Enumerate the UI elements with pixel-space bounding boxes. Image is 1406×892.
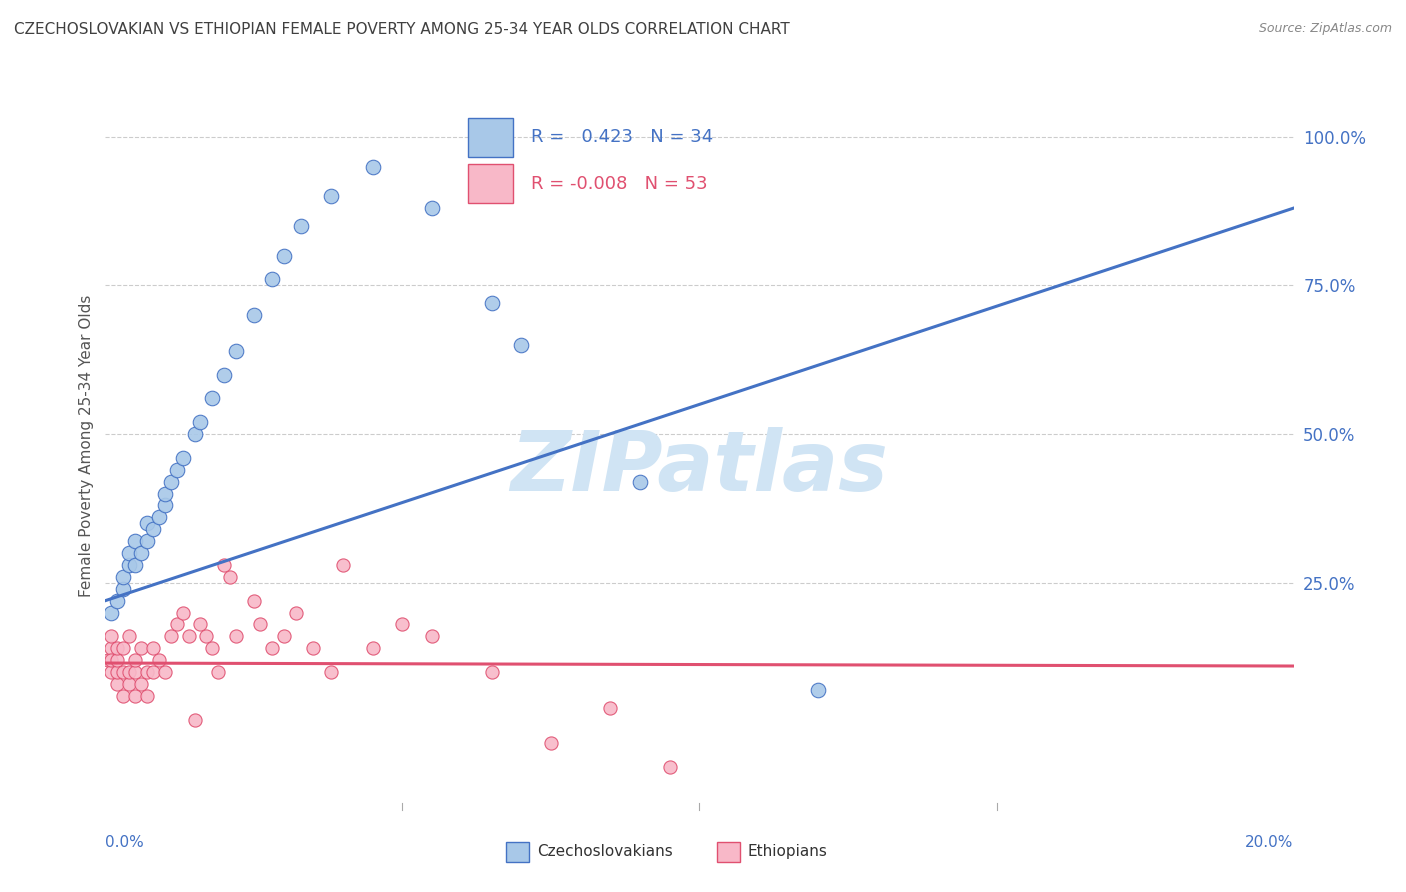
Point	[124, 558, 146, 572]
Point	[243, 308, 266, 322]
Point	[361, 641, 384, 656]
Point	[112, 665, 135, 679]
Point	[177, 629, 200, 643]
Point	[112, 582, 135, 596]
Point	[153, 665, 176, 679]
Point	[124, 653, 146, 667]
Point	[628, 475, 651, 489]
Point	[420, 629, 443, 643]
Point	[112, 570, 135, 584]
Point	[166, 617, 188, 632]
Point	[321, 665, 343, 679]
Y-axis label: Female Poverty Among 25-34 Year Olds: Female Poverty Among 25-34 Year Olds	[79, 295, 94, 597]
Point	[321, 189, 343, 203]
Point	[105, 593, 128, 607]
Point	[136, 665, 159, 679]
Point	[159, 629, 181, 643]
Point	[302, 641, 325, 656]
Point	[219, 570, 242, 584]
Point	[124, 689, 146, 703]
Point	[148, 510, 170, 524]
Point	[118, 546, 141, 560]
Point	[510, 338, 533, 352]
Point	[290, 219, 312, 233]
Point	[260, 272, 283, 286]
Point	[201, 392, 224, 406]
Point	[183, 713, 205, 727]
Point	[273, 629, 295, 643]
Text: CZECHOSLOVAKIAN VS ETHIOPIAN FEMALE POVERTY AMONG 25-34 YEAR OLDS CORRELATION CH: CZECHOSLOVAKIAN VS ETHIOPIAN FEMALE POVE…	[14, 22, 790, 37]
Point	[100, 653, 122, 667]
Text: 0.0%: 0.0%	[105, 836, 145, 850]
Point	[214, 368, 236, 382]
Point	[153, 486, 176, 500]
Point	[118, 677, 141, 691]
Point	[172, 450, 194, 465]
Point	[807, 682, 830, 697]
Point	[391, 617, 413, 632]
Point	[112, 641, 135, 656]
Text: R = -0.008   N = 53: R = -0.008 N = 53	[531, 175, 707, 193]
Point	[129, 677, 152, 691]
Point	[361, 160, 384, 174]
Text: ZIPatlas: ZIPatlas	[510, 427, 889, 508]
Point	[201, 641, 224, 656]
Point	[105, 641, 128, 656]
FancyBboxPatch shape	[468, 164, 513, 203]
Point	[136, 689, 159, 703]
Point	[129, 546, 152, 560]
Point	[249, 617, 271, 632]
Point	[105, 653, 128, 667]
Point	[105, 665, 128, 679]
Point	[118, 665, 141, 679]
Point	[166, 463, 188, 477]
Point	[97, 653, 120, 667]
Point	[153, 499, 176, 513]
Point	[172, 606, 194, 620]
Point	[332, 558, 354, 572]
Point	[190, 617, 212, 632]
Point	[100, 606, 122, 620]
Point	[159, 475, 181, 489]
Point	[260, 641, 283, 656]
Point	[124, 665, 146, 679]
FancyBboxPatch shape	[468, 118, 513, 157]
Text: Czechoslovakians: Czechoslovakians	[537, 845, 673, 859]
Point	[142, 522, 165, 536]
Point	[599, 700, 621, 714]
Point	[658, 760, 681, 774]
Point	[195, 629, 218, 643]
Point	[142, 665, 165, 679]
Text: 20.0%: 20.0%	[1246, 836, 1294, 850]
Point	[243, 593, 266, 607]
Point	[124, 534, 146, 549]
Point	[100, 641, 122, 656]
Point	[142, 641, 165, 656]
Point	[183, 427, 205, 442]
Point	[420, 201, 443, 215]
Text: R =   0.423   N = 34: R = 0.423 N = 34	[531, 128, 713, 146]
Point	[136, 516, 159, 531]
Point	[481, 665, 503, 679]
Point	[225, 343, 247, 358]
Point	[540, 736, 562, 750]
Text: Ethiopians: Ethiopians	[748, 845, 828, 859]
Point	[225, 629, 247, 643]
Point	[100, 629, 122, 643]
Point	[118, 629, 141, 643]
Point	[284, 606, 307, 620]
Point	[118, 558, 141, 572]
Point	[214, 558, 236, 572]
Point	[105, 677, 128, 691]
Point	[112, 689, 135, 703]
Point	[273, 249, 295, 263]
Point	[207, 665, 229, 679]
Point	[129, 641, 152, 656]
Point	[100, 665, 122, 679]
Text: Source: ZipAtlas.com: Source: ZipAtlas.com	[1258, 22, 1392, 36]
Point	[148, 653, 170, 667]
Point	[481, 296, 503, 310]
Point	[136, 534, 159, 549]
Point	[190, 415, 212, 429]
